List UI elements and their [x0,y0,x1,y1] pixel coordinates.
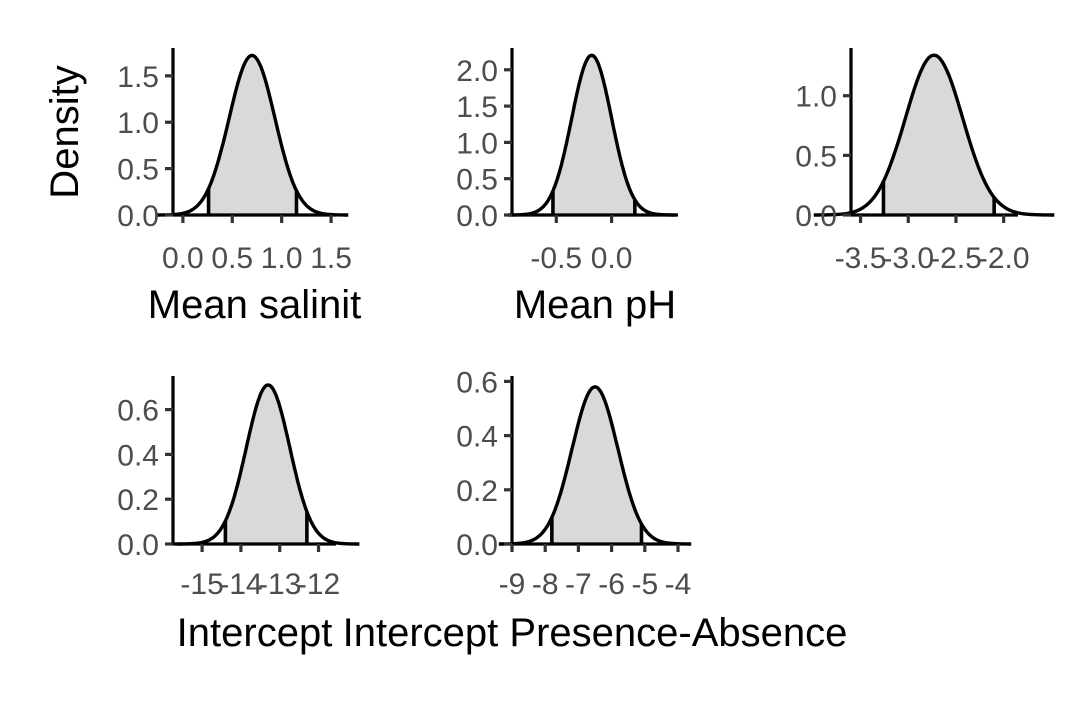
x-tick-label: -9 [499,568,526,601]
density-curve [498,385,692,546]
x-tick-label: -15 [180,568,223,601]
x-tick-label: -2.5 [930,242,982,275]
y-tick-label: 0.2 [456,475,498,508]
shared-y-axis-title: Density [43,65,87,198]
y-tick-label: 1.5 [456,91,498,124]
x-tick-label: -7 [565,568,592,601]
y-tick-label: 0.5 [795,140,837,173]
y-tick-label: 0.0 [456,200,498,233]
y-tick-label: 1.0 [456,127,498,160]
panel-third-parameter: 0.0 0.5 1.0 -3.5-3.0-2.5-2.0 [795,48,1055,275]
y-tick-label: 0.2 [117,484,159,517]
x-tick-label: -0.5 [530,242,582,275]
x-tick-label: -14 [219,568,262,601]
credible-interval-shading [883,55,995,216]
x-tick-label: 0.0 [162,242,204,275]
x-tick-label: -5 [631,568,658,601]
x-tick-label: -6 [598,568,625,601]
y-tick-label: 1.0 [117,107,159,140]
credible-interval-shading [552,55,635,215]
x-tick-label: -3.5 [835,242,887,275]
x-tick-label: 0.0 [591,242,633,275]
x-tick-label: -12 [297,568,340,601]
x-tick-label: -2.0 [978,242,1030,275]
panel-intercept: 0.0 0.2 0.4 0.6 -15-14-13-12 Intercept [117,376,360,655]
y-tick-label: 0.5 [456,164,498,197]
x-axis-title: Intercept [177,611,333,655]
y-tick-label: 1.5 [117,61,159,94]
x-tick-label: -4 [665,568,692,601]
x-tick-label: 1.0 [261,242,303,275]
y-tick-label: 0.6 [117,395,159,428]
density-curve [507,53,676,217]
y-tick-label: 0.4 [456,421,498,454]
x-tick-label: -13 [258,568,301,601]
panel-intercept-presence-absence: 0.0 0.2 0.4 0.6 -9 -8 -7 -6 -5 -4 Intercept Presen… [343,366,848,655]
density-curve [155,53,349,217]
y-tick-label: 0.0 [795,200,837,233]
y-tick-label: 0.0 [117,200,159,233]
y-tick-label: 0.4 [117,439,159,472]
y-tick-label: 0.0 [456,529,498,562]
y-tick-label: 2.0 [456,55,498,88]
y-tick-label: 0.6 [456,366,498,399]
x-tick-label: -3.0 [882,242,934,275]
credible-interval-shading [551,386,642,544]
y-tick-label: 0.5 [117,154,159,187]
x-axis-title: Mean salinit [148,283,361,327]
x-tick-label: -8 [532,568,559,601]
x-axis-title: Mean pH [514,283,676,327]
x-tick-label: 0.5 [211,242,253,275]
density-curve [176,383,360,546]
y-tick-label: 0.0 [117,529,159,562]
density-curve [813,53,1055,217]
credible-interval-shading [225,385,307,544]
credible-interval-shading [208,55,297,216]
x-tick-label: 1.5 [310,242,352,275]
y-tick-label: 1.0 [795,81,837,114]
x-axis-title: Intercept Presence-Absence [343,611,848,655]
